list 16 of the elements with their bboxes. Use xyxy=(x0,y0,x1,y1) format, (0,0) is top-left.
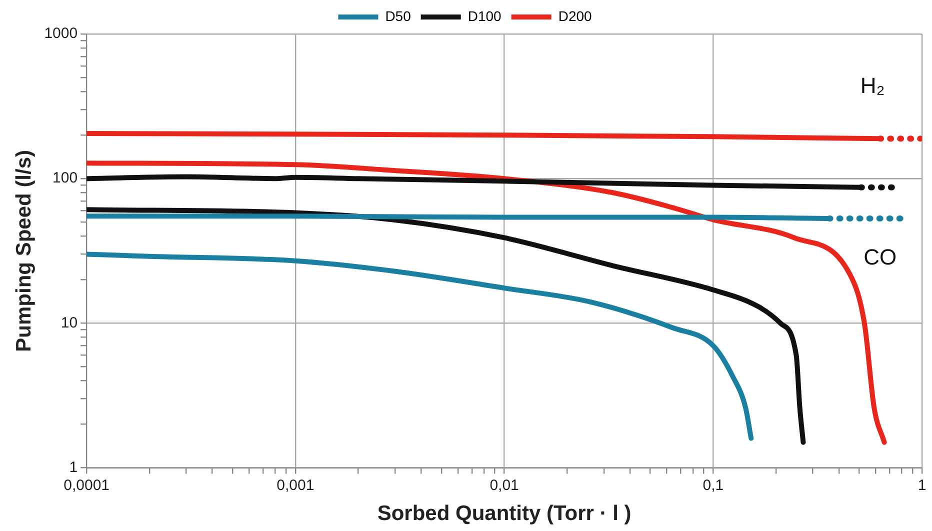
x-tick-label: 0,0001 xyxy=(64,476,110,494)
legend-label: D200 xyxy=(558,8,592,24)
y-axis-title: Pumping Speed (l/s) xyxy=(12,150,36,352)
x-tick-label: 0,1 xyxy=(702,476,724,494)
y-tick-label: 1000 xyxy=(44,25,78,42)
y-tick-label: 100 xyxy=(52,170,78,187)
annotation: H₂ xyxy=(860,73,885,98)
legend-label: D50 xyxy=(385,8,412,24)
annotation: CO xyxy=(864,244,897,270)
x-axis-title: Sorbed Quantity (Torr · l ) xyxy=(377,502,632,526)
x-tick-label: 0,001 xyxy=(276,476,314,494)
legend-label: D100 xyxy=(468,8,502,24)
y-tick-label: 10 xyxy=(60,314,78,332)
y-tick-label: 1 xyxy=(69,458,78,476)
x-tick-label: 0,01 xyxy=(490,476,519,494)
x-tick-label: 1 xyxy=(918,476,926,494)
